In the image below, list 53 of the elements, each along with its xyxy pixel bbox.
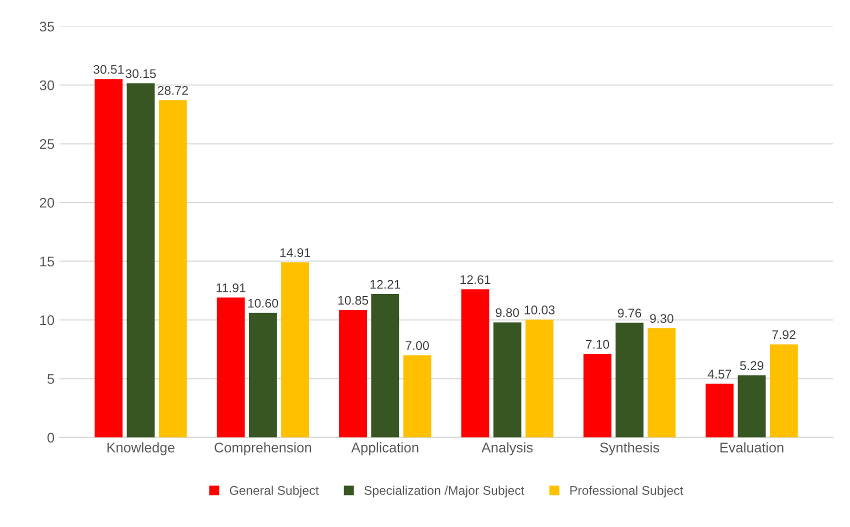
data-label: 14.91 (280, 248, 310, 258)
y-tick-label: 20 (40, 198, 54, 208)
y-tick-label: 15 (40, 256, 54, 266)
data-label: 10.85 (338, 296, 368, 305)
bar (493, 322, 522, 438)
data-label: 9.76 (618, 308, 642, 318)
bar (770, 344, 798, 438)
data-label: 30.15 (126, 69, 156, 78)
bar (648, 328, 676, 438)
data-label: 12.61 (460, 275, 490, 284)
legend-label: Specialization /Major Subject (364, 486, 524, 498)
bar (371, 294, 400, 438)
data-label: 11.91 (216, 283, 246, 292)
bar (339, 310, 367, 438)
data-label: 12.21 (370, 280, 400, 289)
y-tick-label: 5 (47, 374, 54, 384)
bar (281, 262, 310, 438)
bar (94, 79, 123, 438)
data-label: 5.29 (740, 361, 764, 370)
x-tick-label: Comprehension (214, 442, 312, 456)
data-label: 30.51 (93, 64, 124, 74)
bar (706, 384, 734, 438)
data-label: 9.80 (496, 308, 520, 318)
bar (616, 322, 644, 438)
legend-label: Professional Subject (570, 486, 684, 498)
bar (158, 100, 187, 438)
y-tick-label: 30 (40, 80, 54, 90)
data-label: 9.30 (650, 314, 674, 323)
data-label: 10.03 (524, 306, 555, 314)
bar (583, 354, 612, 438)
bar (216, 298, 245, 438)
x-tick-label: Knowledge (108, 442, 174, 456)
data-label: 7.92 (772, 330, 796, 340)
y-tick-label: 0 (47, 432, 54, 443)
data-label: 4.57 (708, 370, 732, 378)
x-tick-label: Analysis (482, 442, 533, 456)
bar (461, 289, 490, 438)
data-label: 7.10 (586, 340, 610, 349)
x-tick-label: Synthesis (600, 442, 660, 456)
bar (403, 355, 432, 438)
legend-label: General Subject (230, 486, 319, 498)
y-tick-label: 35 (40, 22, 54, 32)
bar (126, 83, 155, 438)
x-tick-label: Evaluation (720, 442, 784, 452)
bar (526, 320, 554, 438)
data-label: 10.60 (248, 298, 278, 308)
y-tick-label: 10 (40, 315, 54, 326)
data-label: 7.00 (406, 341, 429, 350)
bar (738, 375, 766, 438)
bar (248, 312, 277, 438)
y-tick-label: 25 (40, 139, 54, 149)
data-label: 28.72 (158, 86, 188, 95)
x-tick-label: Application (351, 442, 418, 456)
